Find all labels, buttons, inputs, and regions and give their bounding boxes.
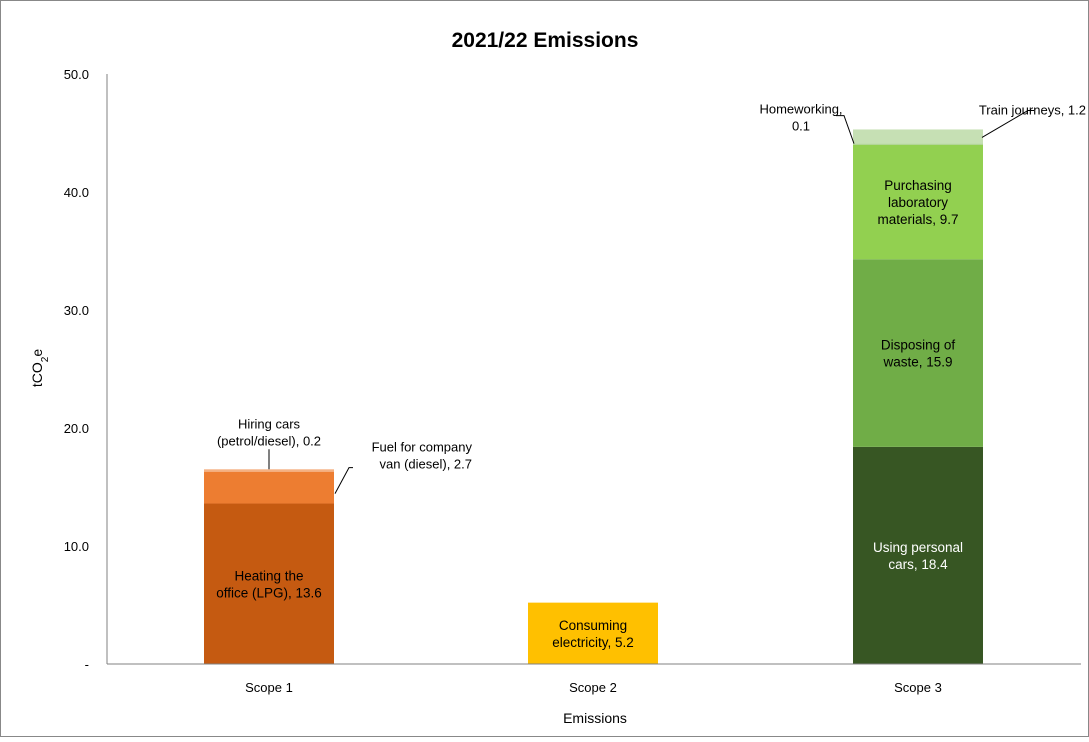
bar-segment-purchasing-laboratory-materials [853,144,983,260]
chart-title: 2021/22 Emissions [452,29,639,52]
bar-segment-using-personal-cars [853,446,983,664]
data-label-heating-the-office-lpg-line: Heating the [234,568,303,583]
data-label-disposing-of-waste-line: Disposing of [881,338,956,353]
data-label-fuel-for-company-van-diesel: Fuel for company van (diesel), 2.7 [372,440,473,472]
bar-segment-fuel-for-company-van-diesel [204,471,334,504]
x-tick-label: Scope 3 [894,680,942,695]
bar-segment-heating-the-office-lpg [204,503,334,664]
x-axis-title: Emissions [563,710,627,726]
data-label-using-personal-cars-line: cars, 18.4 [888,557,948,572]
data-label-purchasing-laboratory-materials-line: materials, 9.7 [877,212,958,227]
y-tick-label: 10.0 [64,539,89,554]
bar-segment-disposing-of-waste [853,259,983,447]
leader-line [836,115,855,144]
data-label-homeworking: Homeworking, 0.1 [759,102,842,134]
data-label-heating-the-office-lpg: Heating the office (LPG), 13.6 [216,568,322,600]
y-tick-label: - [85,657,89,672]
data-label-disposing-of-waste: Disposing of waste, 15.9 [881,338,956,370]
y-tick-label: 40.0 [64,185,89,200]
bar-segment-consuming-electricity [528,602,658,664]
data-label-fuel-for-company-van-diesel-line: van (diesel), 2.7 [380,457,473,472]
x-tick-label: Scope 1 [245,680,293,695]
data-label-purchasing-laboratory-materials-line: laboratory [888,195,948,210]
y-axis-title: tCO2e [29,349,51,387]
leader-line [334,467,353,494]
data-label-hiring-cars-petrol-diesel-line: (petrol/diesel), 0.2 [217,433,321,448]
data-label-hiring-cars-petrol-diesel: Hiring cars (petrol/diesel), 0.2 [217,416,321,448]
data-label-homeworking-line: 0.1 [792,119,810,134]
bar-segment-hiring-cars-petrol-diesel [204,469,334,472]
x-axis: Scope 1 Scope 2 Scope 3 [107,663,1081,695]
data-label-homeworking-line: Homeworking, [759,102,842,117]
data-label-using-personal-cars: Using personal cars, 18.4 [873,540,963,572]
data-label-train-journeys-line: Train journeys, 1.2 [979,102,1086,117]
data-label-train-journeys: Train journeys, 1.2 [979,102,1086,117]
y-axis: - 10.0 20.0 30.0 40.0 50.0 [64,67,108,672]
x-tick-label: Scope 2 [569,680,617,695]
data-label-hiring-cars-petrol-diesel-line: Hiring cars [238,416,301,431]
data-label-consuming-electricity-line: Consuming [559,618,627,633]
data-label-disposing-of-waste-line: waste, 15.9 [882,355,952,370]
callouts-group: Heating the office (LPG), 13.6 Fuel for co… [216,102,1086,650]
data-label-consuming-electricity: Consuming electricity, 5.2 [552,618,634,650]
y-tick-label: 30.0 [64,303,89,318]
data-label-purchasing-laboratory-materials: Purchasing laboratory materials, 9.7 [877,178,958,227]
bars-group [204,129,983,664]
data-label-using-personal-cars-line: Using personal [873,540,963,555]
data-label-purchasing-laboratory-materials-line: Purchasing [884,178,952,193]
data-label-heating-the-office-lpg-line: office (LPG), 13.6 [216,585,322,600]
data-label-consuming-electricity-line: electricity, 5.2 [552,635,634,650]
data-label-fuel-for-company-van-diesel-line: Fuel for company [372,440,473,455]
y-tick-label: 20.0 [64,421,89,436]
bar-segment-homeworking [853,143,983,145]
y-tick-label: 50.0 [64,67,89,82]
bar-segment-train-journeys [853,129,983,144]
leader-line [981,109,1034,138]
